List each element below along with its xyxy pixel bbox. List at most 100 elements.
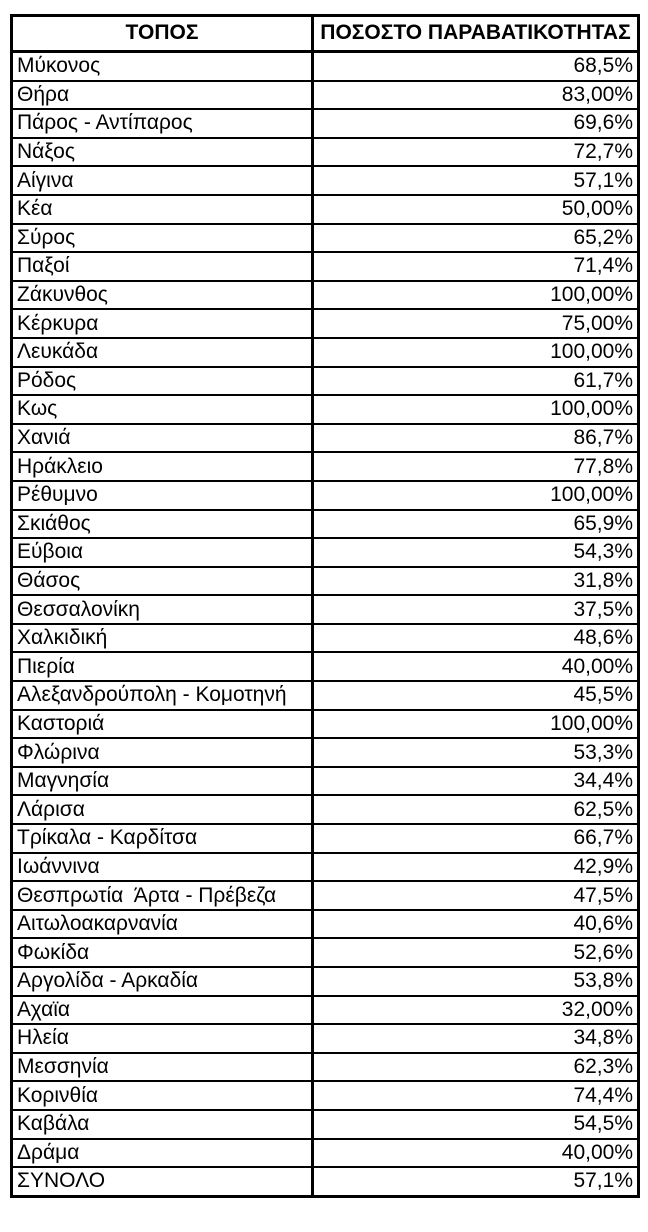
table-row: Χαλκιδική 48,6% [10, 622, 640, 654]
table-row: Νάξος 72,7% [10, 136, 640, 168]
place-cell: Τρίκαλα - Καρδίτσα [10, 823, 314, 854]
place-cell: Ρόδος [10, 365, 314, 397]
place-cell: Σκιάθος [10, 508, 314, 540]
place-cell: Θήρα [10, 79, 314, 111]
table-row: Θάσος 31,8% [10, 565, 640, 597]
table-row: Ηράκλειο 77,8% [10, 451, 640, 482]
rate-cell: 40,00% [311, 651, 640, 683]
place-cell: Φλώρινα [10, 737, 314, 768]
table-row: Τρίκαλα - Καρδίτσα 66,7% [10, 823, 640, 854]
rate-cell: 45,5% [311, 680, 640, 711]
place-cell: Κως [10, 394, 314, 425]
rate-cell: 100,00% [311, 394, 640, 425]
rate-cell: 32,00% [311, 994, 640, 1026]
place-cell: Αργολίδα - Αρκαδία [10, 966, 314, 997]
place-cell: ΣΥΝΟΛΟ [10, 1166, 314, 1198]
table-row: Μύκονος 68,5% [10, 50, 640, 82]
place-cell: Καβάλα [10, 1108, 314, 1140]
table-row: Αίγινα 57,1% [10, 165, 640, 196]
table-row: Καστοριά 100,00% [10, 708, 640, 740]
place-cell: Λάρισα [10, 794, 314, 826]
rate-cell: 71,4% [311, 251, 640, 282]
place-cell: Φωκίδα [10, 937, 314, 968]
rate-cell: 62,5% [311, 794, 640, 826]
table-row: Ηλεία 34,8% [10, 1023, 640, 1054]
place-cell: Ζάκυνθος [10, 279, 314, 311]
rate-cell: 53,3% [311, 737, 640, 768]
rate-cell: 54,5% [311, 1108, 640, 1140]
place-cell: Μαγνησία [10, 765, 314, 797]
place-cell: Ηράκλειο [10, 451, 314, 482]
place-cell: Θεσσαλονίκη [10, 594, 314, 625]
table-row: Σκιάθος 65,9% [10, 508, 640, 540]
place-cell: Κέα [10, 193, 314, 225]
rate-cell: 100,00% [311, 336, 640, 368]
table-row: Εύβοια 54,3% [10, 537, 640, 568]
rate-cell: 61,7% [311, 365, 640, 397]
table-row: Ρόδος 61,7% [10, 365, 640, 397]
place-cell: Νάξος [10, 136, 314, 168]
table-row: Αργολίδα - Αρκαδία 53,8% [10, 966, 640, 997]
place-cell: Μεσσηνία [10, 1051, 314, 1083]
table-row: Αχαϊα 32,00% [10, 994, 640, 1026]
rate-cell: 65,2% [311, 222, 640, 254]
table-row: Θεσπρωτία Άρτα - Πρέβεζα 47,5% [10, 880, 640, 911]
place-cell: Πάρος - Αντίπαρος [10, 108, 314, 139]
rate-cell: 100,00% [311, 708, 640, 740]
place-cell: Χαλκιδική [10, 622, 314, 654]
table-row: Κορινθία 74,4% [10, 1080, 640, 1111]
table-row: Μεσσηνία 62,3% [10, 1051, 640, 1083]
rate-cell: 100,00% [311, 279, 640, 311]
table-body: Μύκονος 68,5% Θήρα 83,00% Πάρος - Αντίπα… [10, 50, 640, 1198]
place-cell: Θεσπρωτία Άρτα - Πρέβεζα [10, 880, 314, 911]
place-cell: Σύρος [10, 222, 314, 254]
rate-cell: 100,00% [311, 479, 640, 511]
table-row: Κέα 50,00% [10, 193, 640, 225]
rate-cell: 57,1% [311, 165, 640, 196]
rate-cell: 69,6% [311, 108, 640, 139]
table-row: Χανιά 86,7% [10, 422, 640, 454]
place-cell: Αλεξανδρούπολη - Κομοτηνή [10, 680, 314, 711]
delinquency-table: ΤΟΠΟΣ ΠΟΣΟΣΤΟ ΠΑΡΑΒΑΤΙΚΟΤΗΤΑΣ Μύκονος 68… [10, 14, 640, 1198]
place-cell: Κορινθία [10, 1080, 314, 1111]
table-row: Φωκίδα 52,6% [10, 937, 640, 968]
place-cell: Μύκονος [10, 50, 314, 82]
table-row: Ζάκυνθος 100,00% [10, 279, 640, 311]
rate-cell: 50,00% [311, 193, 640, 225]
table-row: Πάρος - Αντίπαρος 69,6% [10, 108, 640, 139]
rate-cell: 37,5% [311, 594, 640, 625]
rate-cell: 53,8% [311, 966, 640, 997]
table-row: Παξοί 71,4% [10, 251, 640, 282]
table-row: Ρέθυμνο 100,00% [10, 479, 640, 511]
table-row: Λάρισα 62,5% [10, 794, 640, 826]
table-row: Θήρα 83,00% [10, 79, 640, 111]
place-cell: Ηλεία [10, 1023, 314, 1054]
rate-cell: 74,4% [311, 1080, 640, 1111]
place-cell: Αίγινα [10, 165, 314, 196]
delinquency-table-container: ΤΟΠΟΣ ΠΟΣΟΣΤΟ ΠΑΡΑΒΑΤΙΚΟΤΗΤΑΣ Μύκονος 68… [10, 14, 640, 1198]
rate-cell: 62,3% [311, 1051, 640, 1083]
table-row: Πιερία 40,00% [10, 651, 640, 683]
table-row: Λευκάδα 100,00% [10, 336, 640, 368]
table-row: Ιωάννινα 42,9% [10, 851, 640, 883]
place-cell: Αιτωλοακαρνανία [10, 908, 314, 940]
rate-cell: 66,7% [311, 823, 640, 854]
place-cell: Αχαϊα [10, 994, 314, 1026]
place-cell: Καστοριά [10, 708, 314, 740]
table-row: Σύρος 65,2% [10, 222, 640, 254]
place-cell: Χανιά [10, 422, 314, 454]
rate-cell: 75,00% [311, 308, 640, 339]
rate-cell: 65,9% [311, 508, 640, 540]
place-cell: Πιερία [10, 651, 314, 683]
place-cell: Θάσος [10, 565, 314, 597]
place-cell: Δράμα [10, 1137, 314, 1169]
table-row: Αλεξανδρούπολη - Κομοτηνή 45,5% [10, 680, 640, 711]
place-cell: Παξοί [10, 251, 314, 282]
table-row: Κως 100,00% [10, 394, 640, 425]
table-row: Θεσσαλονίκη 37,5% [10, 594, 640, 625]
rate-cell: 40,6% [311, 908, 640, 940]
place-cell: Κέρκυρα [10, 308, 314, 339]
rate-cell: 57,1% [311, 1166, 640, 1198]
rate-cell: 72,7% [311, 136, 640, 168]
column-header-rate: ΠΟΣΟΣΤΟ ΠΑΡΑΒΑΤΙΚΟΤΗΤΑΣ [311, 14, 640, 53]
